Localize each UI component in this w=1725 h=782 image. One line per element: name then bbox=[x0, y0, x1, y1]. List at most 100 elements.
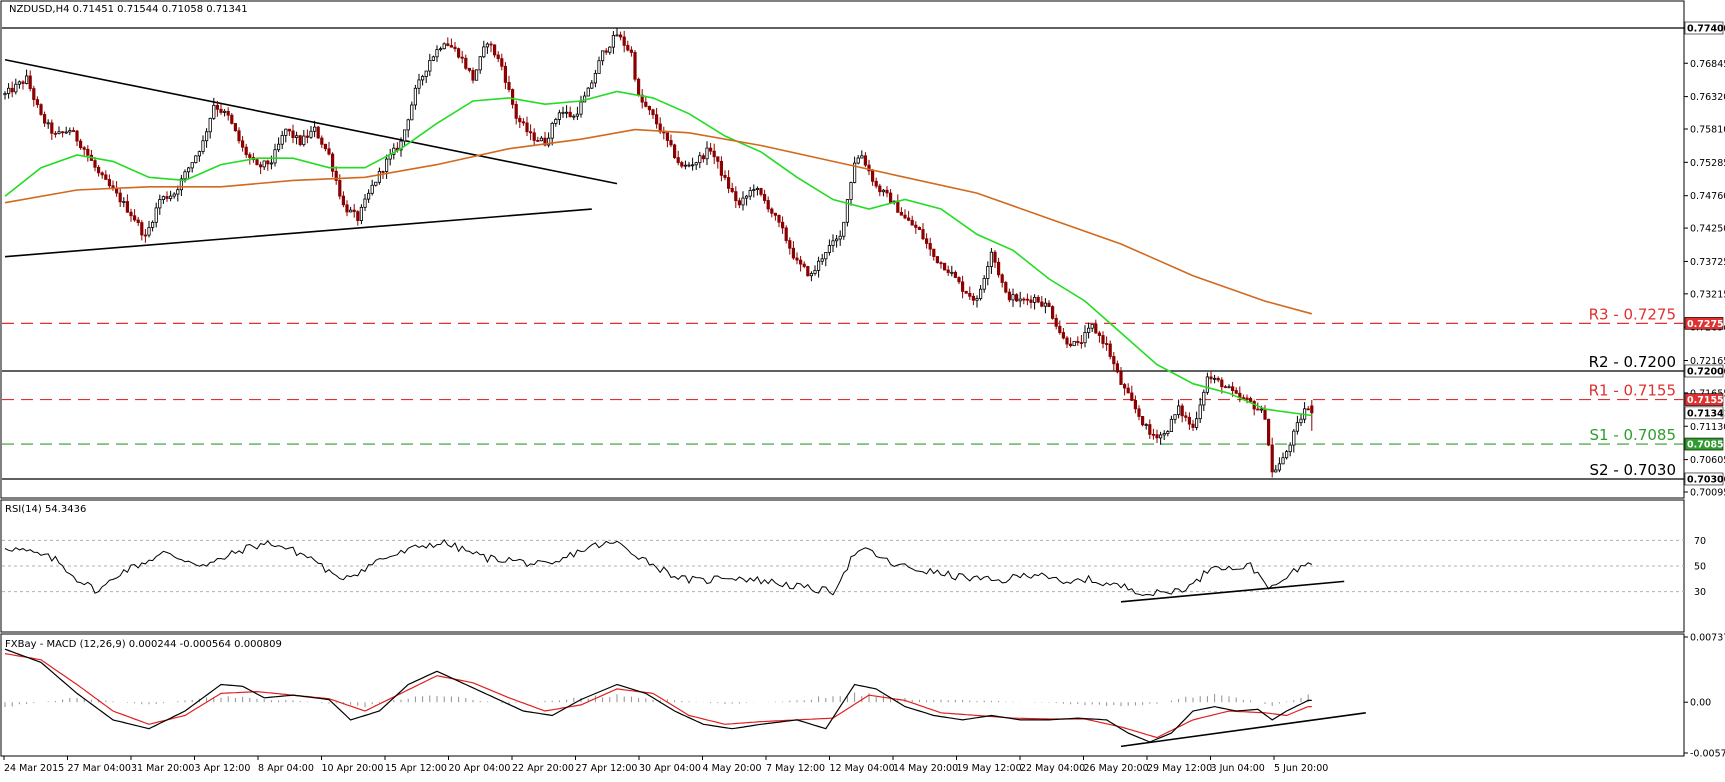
candle-body bbox=[57, 131, 61, 134]
candle-body bbox=[489, 43, 493, 46]
candle-body bbox=[518, 117, 522, 123]
candle-body bbox=[222, 110, 227, 113]
macd-axis-label: 0.00 bbox=[1690, 698, 1711, 709]
x-axis-label: 31 Mar 20:00 bbox=[131, 763, 194, 774]
candle-body bbox=[50, 122, 54, 134]
candle-body bbox=[399, 140, 403, 151]
candle-body bbox=[1213, 377, 1217, 380]
candle-body bbox=[907, 217, 911, 221]
candle-body bbox=[842, 221, 846, 237]
candle-body bbox=[442, 43, 446, 50]
candle-body bbox=[402, 129, 407, 142]
candle-body bbox=[590, 82, 594, 89]
candle-body bbox=[979, 288, 983, 299]
candle-body bbox=[763, 194, 767, 201]
candle-body bbox=[1065, 337, 1069, 345]
candle-body bbox=[276, 143, 281, 151]
candle-body bbox=[64, 131, 68, 134]
candle-body bbox=[1007, 291, 1012, 301]
candle-body bbox=[521, 121, 526, 124]
candle-body bbox=[1072, 340, 1076, 347]
candle-body bbox=[1061, 332, 1065, 339]
candle-body bbox=[788, 240, 792, 249]
candle-body bbox=[604, 50, 608, 53]
candle-body bbox=[946, 269, 950, 273]
candle-body bbox=[1126, 387, 1130, 394]
candle-body bbox=[132, 215, 137, 221]
candle-body bbox=[885, 189, 889, 194]
candle-body bbox=[492, 44, 497, 56]
candle-body bbox=[176, 189, 180, 195]
candle-body bbox=[1274, 469, 1278, 473]
candle-body bbox=[1130, 392, 1134, 401]
candle-body bbox=[1173, 414, 1177, 420]
candle-body bbox=[266, 160, 270, 165]
macd-signal-line bbox=[4, 653, 1312, 739]
rsi-axis-label: 30 bbox=[1694, 587, 1706, 598]
candle-body bbox=[514, 103, 518, 119]
candle-body bbox=[129, 211, 133, 217]
candle-body bbox=[1299, 418, 1303, 424]
candle-body bbox=[179, 178, 183, 191]
candle-body bbox=[456, 48, 461, 58]
candle-body bbox=[1112, 356, 1116, 365]
candle-body bbox=[1195, 418, 1199, 428]
candle-body bbox=[943, 262, 947, 271]
x-axis-label: 29 May 12:00 bbox=[1147, 763, 1212, 774]
candle-body bbox=[532, 132, 536, 141]
candle-body bbox=[971, 295, 976, 301]
price-axis-label: 0.73725 bbox=[1690, 257, 1725, 268]
candle-body bbox=[676, 157, 680, 163]
candle-body bbox=[510, 89, 515, 105]
macd-axis-label: 0.007378 bbox=[1690, 633, 1725, 644]
candle-body bbox=[993, 251, 997, 263]
candle-body bbox=[536, 140, 540, 142]
candle-body bbox=[406, 119, 410, 131]
macd-trendline bbox=[1120, 712, 1366, 748]
candle-body bbox=[809, 273, 814, 277]
rsi-title: RSI(14) 54.3436 bbox=[5, 504, 86, 515]
candle-body bbox=[359, 206, 364, 221]
candle-body bbox=[348, 209, 353, 213]
candle-body bbox=[46, 122, 50, 125]
price-axis-label: 0.73215 bbox=[1690, 289, 1725, 300]
candle-body bbox=[1133, 399, 1137, 410]
candle-body bbox=[168, 195, 173, 199]
price-panel-frame bbox=[0, 0, 1685, 499]
candle-body bbox=[709, 147, 713, 152]
candle-body bbox=[691, 164, 695, 167]
candle-body bbox=[14, 83, 18, 93]
candle-body bbox=[446, 43, 450, 46]
macd-title: FXBay - MACD (12,26,9) 0.000244 -0.00056… bbox=[5, 639, 282, 650]
candle-body bbox=[1087, 327, 1091, 333]
candle-body bbox=[791, 247, 796, 259]
candle-body bbox=[673, 144, 677, 158]
candle-body bbox=[856, 157, 860, 164]
candle-body bbox=[827, 245, 832, 253]
candle-body bbox=[719, 160, 724, 176]
candle-body bbox=[683, 164, 688, 167]
candle-body bbox=[525, 122, 529, 133]
candle-body bbox=[438, 48, 443, 51]
candle-body bbox=[950, 271, 954, 274]
candle-body bbox=[298, 135, 302, 146]
candle-body bbox=[500, 58, 504, 67]
candle-body bbox=[669, 140, 673, 146]
candle-body bbox=[1177, 405, 1181, 416]
candle-body bbox=[561, 111, 565, 114]
candle-body bbox=[215, 104, 219, 110]
candle-body bbox=[503, 65, 508, 83]
candle-body bbox=[21, 81, 25, 84]
candle-body bbox=[1137, 408, 1141, 417]
candle-body bbox=[910, 219, 914, 226]
candle-body bbox=[32, 88, 36, 100]
candle-body bbox=[1141, 416, 1145, 426]
candle-body bbox=[867, 164, 871, 172]
candle-body bbox=[1205, 376, 1209, 393]
candle-body bbox=[1277, 463, 1281, 471]
macd-axis-label: -0.005748 bbox=[1690, 749, 1725, 760]
candle-body bbox=[1025, 298, 1029, 301]
macd-line bbox=[4, 648, 1312, 743]
candle-body bbox=[1223, 386, 1227, 389]
